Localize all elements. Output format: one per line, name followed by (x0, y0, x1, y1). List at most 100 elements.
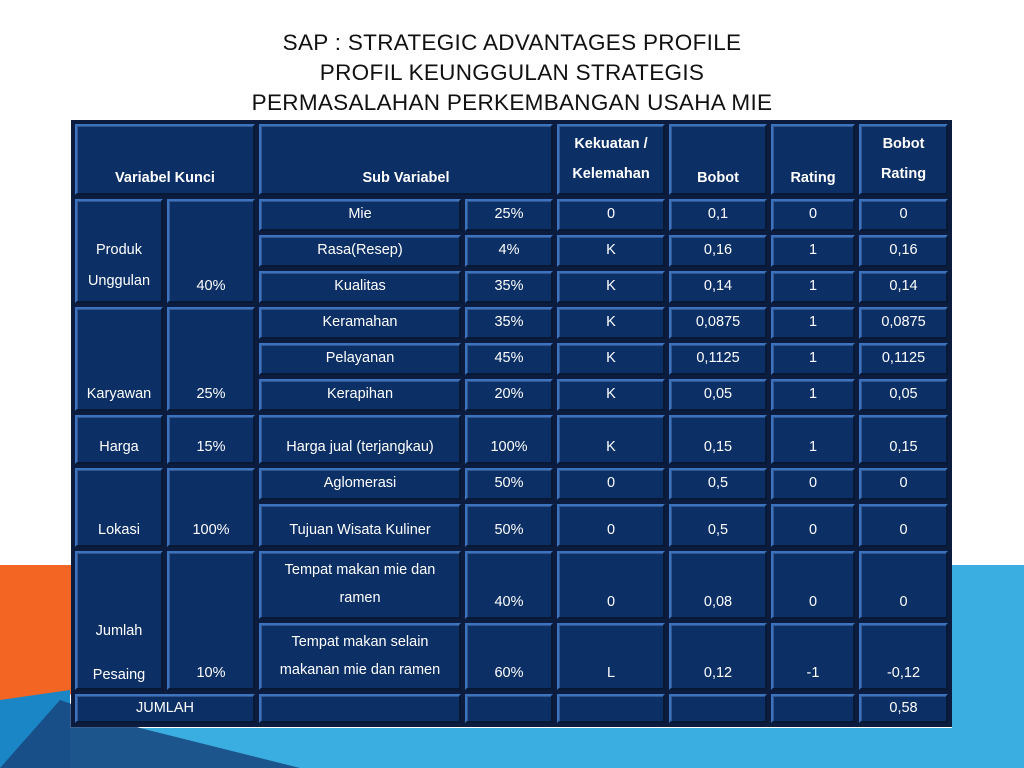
rating-cell: 0 (771, 468, 855, 500)
bobot-cell: 0,1125 (669, 343, 767, 375)
bobot-rating-cell: 0,16 (859, 235, 948, 267)
sub-variabel-cell: Aglomerasi (259, 468, 461, 500)
total-empty-bobot (669, 694, 767, 723)
sub-variabel-text: makanan mie dan ramen (279, 661, 441, 678)
group-karyawan-weight: 25% (167, 307, 255, 411)
total-value: 0,58 (859, 694, 948, 723)
bobot-rating-cell-text: 0,05 (889, 386, 918, 403)
header-bobot-rating: Bobot Rating (859, 124, 948, 195)
rating-cell: 1 (771, 343, 855, 375)
kekuatan-kelemahan-cell-text: K (606, 386, 616, 403)
bobot-cell-text: 0,5 (707, 475, 729, 492)
bobot-rating-cell: 0 (859, 504, 948, 547)
header-kekuatan-kelemahan: Kekuatan / Kelemahan (557, 124, 665, 195)
percent-cell-text: 35% (494, 278, 524, 295)
percent-cell-text: 50% (494, 475, 524, 492)
rating-cell-text: 1 (808, 386, 818, 403)
sub-variabel-cell-text: Kerapihan (326, 386, 394, 403)
sub-variabel-cell-text: Kualitas (334, 278, 386, 295)
kekuatan-kelemahan-cell: K (557, 235, 665, 267)
bobot-cell-text: 0,5 (707, 521, 729, 538)
bobot-rating-cell-text: 0 (899, 593, 908, 610)
group-karyawan: Karyawan (75, 307, 163, 411)
percent-cell-text: 100% (490, 438, 528, 455)
total-empty-rating (771, 694, 855, 723)
kekuatan-kelemahan-cell-text: K (606, 242, 616, 259)
sub-variabel-cell: Mie (259, 199, 461, 231)
percent-cell: 45% (465, 343, 553, 375)
bobot-cell: 0,5 (669, 468, 767, 500)
bobot-cell: 0,08 (669, 551, 767, 619)
bobot-cell-text: 0,12 (703, 664, 733, 681)
rating-cell: -1 (771, 623, 855, 690)
bobot-rating-cell-text: 0 (899, 206, 908, 223)
bobot-cell-text: 0,15 (703, 438, 733, 455)
kekuatan-kelemahan-cell-text: 0 (606, 521, 616, 538)
bobot-cell: 0,15 (669, 415, 767, 464)
sub-variabel-text: Tempat makan mie dan (284, 562, 436, 579)
rating-cell: 0 (771, 199, 855, 231)
percent-cell-text: 20% (494, 386, 524, 403)
bobot-cell-text: 0,1 (707, 206, 729, 223)
total-label: JUMLAH (75, 694, 255, 723)
rating-cell-text: 1 (808, 278, 818, 295)
bobot-cell-text: 0,16 (703, 242, 733, 259)
bobot-cell-text: 0,05 (703, 386, 733, 403)
kekuatan-kelemahan-cell: 0 (557, 551, 665, 619)
sap-table: Variabel Kunci Sub Variabel Kekuatan / Ke… (71, 120, 952, 727)
percent-cell: 50% (465, 468, 553, 500)
percent-cell-text: 45% (494, 350, 524, 367)
bobot-rating-cell-text: 0,14 (889, 278, 918, 295)
bobot-cell: 0,16 (669, 235, 767, 267)
bobot-rating-cell-text: -0,12 (886, 664, 921, 681)
sub-variabel-cell: Tempat makan selain makanan mie dan ramen (259, 623, 461, 690)
sub-variabel-cell: Tempat makan mie dan ramen (259, 551, 461, 619)
bobot-cell-text: 0,08 (703, 593, 733, 610)
rating-cell: 1 (771, 271, 855, 303)
rating-cell-text: 0 (808, 593, 818, 610)
kekuatan-kelemahan-cell-text: K (606, 438, 616, 455)
percent-cell: 40% (465, 551, 553, 619)
rating-cell-text: -1 (806, 664, 820, 681)
sub-variabel-cell-text: Harga jual (terjangkau) (286, 438, 434, 455)
bobot-rating-cell-text: 0 (899, 521, 908, 538)
bobot-rating-cell: 0,15 (859, 415, 948, 464)
rating-cell-text: 1 (808, 438, 818, 455)
percent-cell: 60% (465, 623, 553, 690)
bobot-cell-text: 0,1125 (696, 350, 740, 367)
sub-variabel-cell: Harga jual (terjangkau) (259, 415, 461, 464)
percent-cell: 4% (465, 235, 553, 267)
sub-variabel-cell-text: Aglomerasi (323, 475, 397, 492)
bobot-rating-cell-text: 0,0875 (881, 314, 926, 331)
percent-cell-text: 4% (498, 242, 520, 259)
group-harga: Harga (75, 415, 163, 464)
sub-variabel-cell: Keramahan (259, 307, 461, 339)
kekuatan-kelemahan-cell: 0 (557, 199, 665, 231)
bobot-rating-cell: 0 (859, 551, 948, 619)
percent-cell: 35% (465, 271, 553, 303)
rating-cell: 1 (771, 307, 855, 339)
total-empty-sub (259, 694, 461, 723)
group-produk-weight: 40% (167, 199, 255, 303)
rating-cell: 1 (771, 235, 855, 267)
sub-variabel-cell: Tujuan Wisata Kuliner (259, 504, 461, 547)
bobot-rating-cell-text: 0,1125 (881, 350, 926, 367)
sub-variabel-cell: Pelayanan (259, 343, 461, 375)
sub-variabel-cell: Kualitas (259, 271, 461, 303)
bobot-rating-cell: 0 (859, 199, 948, 231)
bobot-cell: 0,0875 (669, 307, 767, 339)
rating-cell-text: 0 (808, 475, 818, 492)
percent-cell: 20% (465, 379, 553, 411)
bobot-rating-cell-text: 0,15 (889, 438, 918, 455)
bobot-cell: 0,5 (669, 504, 767, 547)
bobot-cell: 0,14 (669, 271, 767, 303)
sub-variabel-cell: Kerapihan (259, 379, 461, 411)
rating-cell-text: 0 (808, 521, 818, 538)
rating-cell-text: 1 (808, 314, 818, 331)
bobot-rating-cell: 0,05 (859, 379, 948, 411)
group-harga-weight: 15% (167, 415, 255, 464)
percent-cell-text: 60% (494, 664, 524, 681)
kekuatan-kelemahan-cell-text: L (606, 664, 616, 681)
kekuatan-kelemahan-cell: K (557, 343, 665, 375)
title-line-3: PERMASALAHAN PERKEMBANGAN USAHA MIE (251, 90, 773, 115)
